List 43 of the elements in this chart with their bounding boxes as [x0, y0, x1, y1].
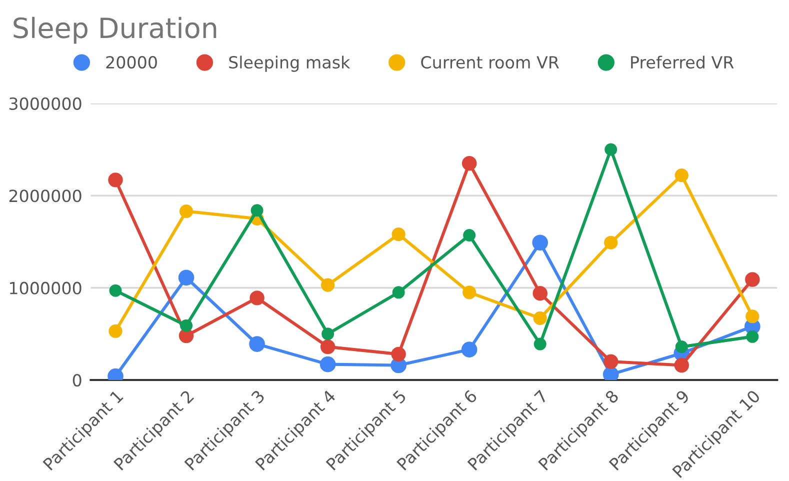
- point: [534, 338, 546, 350]
- point: [392, 228, 406, 242]
- point: [674, 168, 688, 182]
- point: [178, 270, 194, 286]
- point: [320, 356, 336, 372]
- legend-label: 20000: [106, 56, 157, 69]
- point: [249, 336, 265, 352]
- point: [675, 340, 688, 354]
- point: [322, 328, 334, 340]
- point: [461, 342, 478, 358]
- point: [462, 156, 477, 171]
- point: [532, 234, 548, 251]
- y-tick-label: 0: [72, 374, 82, 387]
- point: [108, 172, 123, 188]
- legend-label: Preferred VR: [631, 56, 734, 69]
- point: [604, 236, 618, 250]
- point: [320, 339, 336, 354]
- legend-label: Current room VR: [421, 56, 559, 69]
- point: [108, 324, 122, 338]
- point: [320, 278, 335, 292]
- y-tick-label: 3000000: [9, 97, 82, 110]
- legend-label: Sleeping mask: [229, 56, 350, 72]
- point: [109, 284, 122, 297]
- point: [602, 366, 619, 380]
- point: [180, 319, 193, 332]
- point: [462, 286, 476, 300]
- point: [746, 330, 759, 343]
- y-tick-label: 1000000: [10, 282, 82, 294]
- point: [463, 229, 476, 242]
- point: [250, 204, 264, 217]
- point: [179, 204, 194, 218]
- point: [532, 286, 548, 301]
- point: [392, 286, 405, 299]
- point: [604, 143, 618, 156]
- point: [746, 310, 760, 324]
- point: [745, 272, 760, 287]
- point: [391, 346, 406, 362]
- point: [250, 290, 264, 306]
- point: [604, 354, 618, 369]
- chart-title: Sleep Duration: [14, 16, 216, 44]
- point: [674, 358, 689, 373]
- point: [533, 311, 547, 326]
- y-tick-label: 2000000: [9, 190, 82, 202]
